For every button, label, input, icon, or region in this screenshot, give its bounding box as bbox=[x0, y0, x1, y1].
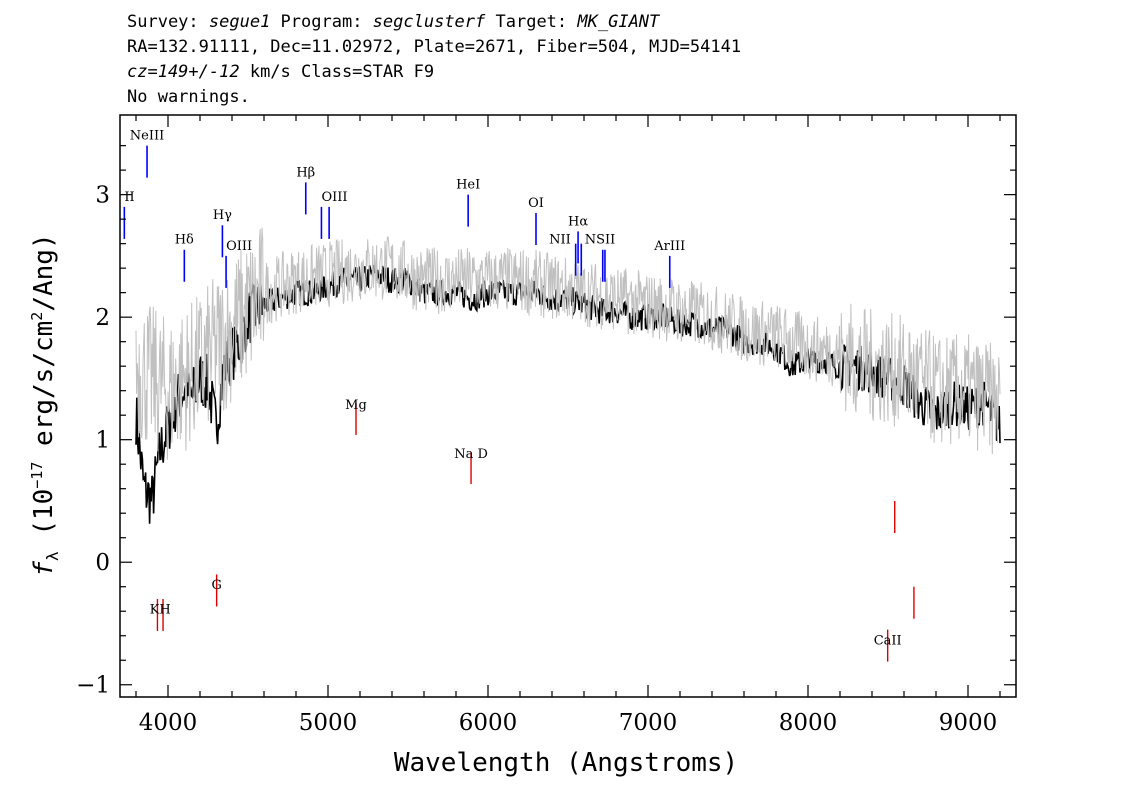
axes: 4000 5000 6000 7000 8000 9000 −1 0 1 2 3 bbox=[76, 114, 1017, 736]
line-label-oii: II bbox=[124, 190, 134, 205]
plot-frame bbox=[119, 114, 1017, 698]
x-tick-label: 5000 bbox=[299, 710, 358, 736]
class-text: km/s Class=STAR F9 bbox=[239, 62, 435, 82]
line-label-hdelta: Hδ bbox=[175, 233, 194, 248]
line-label-hei: HeI bbox=[456, 178, 480, 193]
header-line-4: No warnings. bbox=[127, 87, 250, 107]
line-label-oi: OI bbox=[528, 196, 544, 211]
y-axis-title: fλ (10−17 erg/s/cm2/Ang) bbox=[28, 233, 62, 576]
y-tick-label: 2 bbox=[95, 305, 110, 331]
survey-value: segue1 bbox=[208, 12, 271, 32]
header-line-3: cz=149+/-12 km/s Class=STAR F9 bbox=[127, 62, 434, 82]
line-label-hbeta: Hβ bbox=[296, 165, 315, 180]
header-line-2: RA=132.91111, Dec=11.02972, Plate=2671, … bbox=[127, 37, 742, 57]
error-spectrum-line bbox=[135, 227, 1001, 460]
target-value: MK_GIANT bbox=[577, 12, 660, 32]
line-label-oiii_4363: OIII bbox=[226, 239, 252, 254]
redshift-value: cz=149+/-12 bbox=[127, 62, 240, 82]
line-label-hgamma: Hγ bbox=[213, 208, 232, 223]
target-label: Target: bbox=[485, 12, 578, 32]
x-axis-title: Wavelength (Angstroms) bbox=[394, 748, 738, 778]
line-label-oiii_5007: OIII bbox=[321, 190, 347, 205]
x-tick-label: 8000 bbox=[779, 710, 838, 736]
line-label-nsii: NSII bbox=[585, 233, 616, 248]
x-tick-label: 9000 bbox=[939, 710, 998, 736]
plot-area: NeIII II Hδ Hγ OIII Hβ OIII HeI OI NII Hα NSII ArIII… bbox=[123, 129, 1001, 662]
line-label-ariii: ArIII bbox=[653, 239, 685, 254]
line-label-halpha: Hα bbox=[568, 214, 588, 229]
x-tick-label: 7000 bbox=[619, 710, 678, 736]
y-tick-label: −1 bbox=[76, 673, 110, 699]
line-label-caii: CaII bbox=[874, 633, 902, 648]
line-label-g: G bbox=[211, 578, 221, 593]
x-tick-label: 6000 bbox=[459, 710, 518, 736]
line-label-nii: NII bbox=[549, 233, 571, 248]
line-label-kh: KH bbox=[150, 603, 171, 618]
y-tick-label: 0 bbox=[95, 550, 110, 576]
header-line-1: Survey: segue1 Program: segclusterf Targ… bbox=[127, 12, 659, 32]
x-tick-label: 4000 bbox=[139, 710, 198, 736]
y-tick-label: 3 bbox=[95, 183, 110, 209]
line-label-nad: Na D bbox=[454, 447, 488, 462]
svg-text:fλ (10−17 erg/s/cm2/Ang): fλ (10−17 erg/s/cm2/Ang) bbox=[28, 233, 62, 576]
y-tick-label: 1 bbox=[95, 428, 110, 454]
program-label: Program: bbox=[270, 12, 373, 32]
line-label-mg: Mg bbox=[345, 398, 367, 413]
survey-label: Survey: bbox=[127, 12, 209, 32]
line-label-neiii: NeIII bbox=[130, 129, 164, 144]
program-value: segclusterf bbox=[372, 12, 486, 32]
